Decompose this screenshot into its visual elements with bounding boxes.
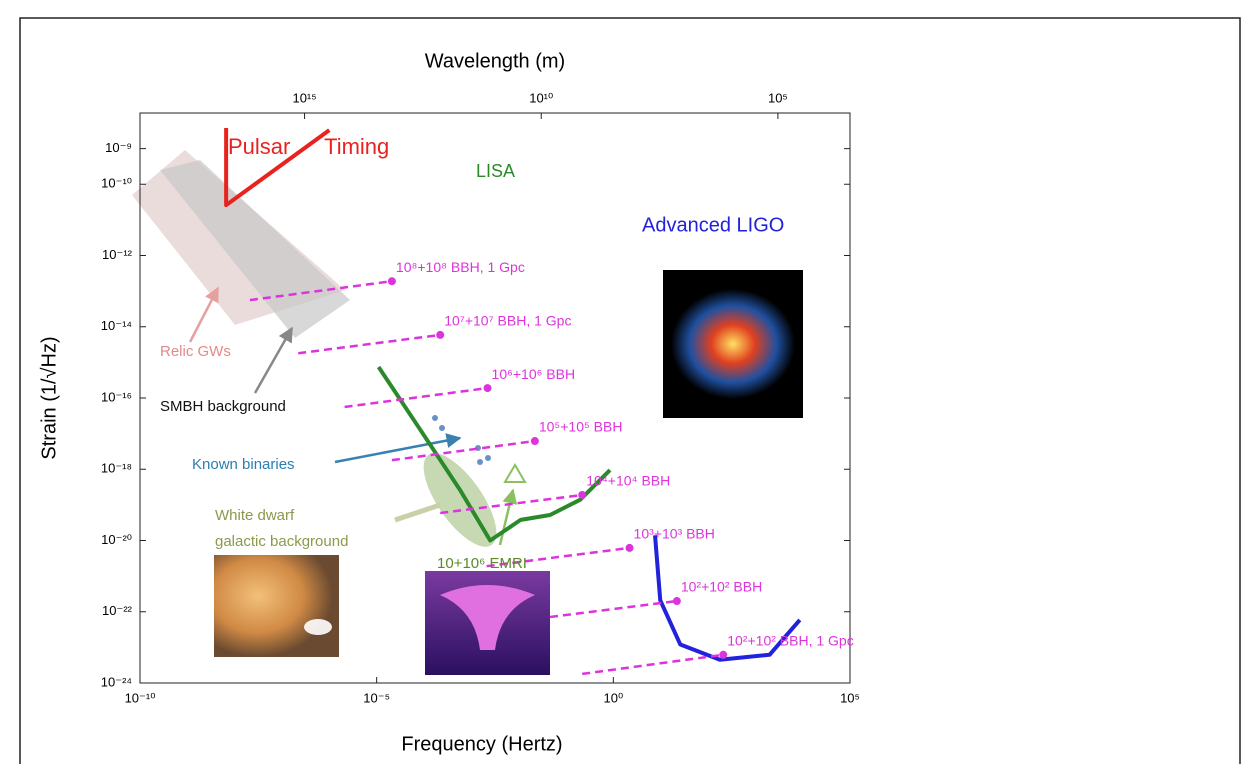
funnel-shape: [440, 585, 535, 650]
bbh-end-dot: [483, 384, 492, 393]
sensitivity-curve: [224, 127, 331, 208]
x-tick-label: 10⁵: [840, 690, 860, 705]
bbh-label: 10²+10² BBH, 1 Gpc: [727, 632, 853, 648]
bbh-label: 10⁷+10⁷ BBH, 1 Gpc: [444, 313, 571, 329]
x-tick-label: 10⁻⁵: [363, 690, 390, 705]
bbh-end-dot: [387, 277, 396, 286]
bbh-end-dot: [672, 597, 681, 606]
bbh-label: 10⁶+10⁶ BBH: [492, 366, 576, 382]
star-image: [214, 555, 339, 657]
frame: [19, 17, 1241, 764]
annotation: 10+10⁶ EMRI: [437, 555, 527, 572]
bbh-line: [298, 333, 441, 355]
x-tick-label: 10⁻¹⁰: [125, 690, 156, 705]
bbh-label: 10³+10³ BBH: [634, 526, 715, 542]
bbh-label: 10⁴+10⁴ BBH: [586, 473, 670, 489]
simulation-glow: [671, 289, 795, 399]
y-tick-label: 10⁻²⁴: [101, 674, 132, 689]
bbh-label: 10⁸+10⁸ BBH, 1 Gpc: [396, 259, 525, 275]
star-image-companion: [304, 619, 332, 635]
y-tick-label: 10⁻²⁰: [101, 532, 132, 547]
bbh-line: [440, 493, 583, 515]
bbh-line: [549, 599, 678, 619]
x-tick-label: 10⁰: [603, 690, 623, 705]
annotation: Known binaries: [192, 456, 295, 473]
bbh-line: [391, 439, 536, 462]
annotation: galactic background: [215, 533, 348, 550]
y-tick-label: 10⁻¹⁶: [101, 389, 132, 404]
known-binaries-dots: [432, 415, 491, 465]
white-dwarf-region: [423, 453, 497, 547]
series-label: LISA: [476, 161, 515, 181]
bbh-end-dot: [625, 543, 634, 552]
bbh-line: [344, 386, 488, 409]
y-tick-label: 10⁻²²: [102, 603, 133, 618]
bbh-end-dot: [436, 330, 445, 339]
top-tick-label: 10¹⁰: [529, 90, 553, 105]
y-tick-label: 10⁻¹²: [102, 247, 133, 262]
y-tick-label: 10⁻¹⁴: [101, 318, 132, 333]
sensitivity-curve: [376, 365, 612, 543]
sensitivity-curve: [653, 535, 802, 662]
series-label: Advanced LIGO: [642, 214, 784, 236]
annotation: Relic GWs: [160, 343, 231, 360]
top-tick-label: 10⁵: [768, 90, 788, 105]
bbh-line: [486, 546, 630, 568]
y-axis-title: Strain (1/√Hz): [38, 336, 60, 459]
triangle-marker: [503, 463, 527, 483]
bbh-end-dot: [530, 437, 539, 446]
y-tick-label: 10⁻⁹: [105, 140, 132, 155]
annotation: SMBH background: [160, 398, 286, 415]
bbh-label: 10⁵+10⁵ BBH: [539, 419, 623, 435]
y-tick-label: 10⁻¹⁸: [101, 461, 132, 476]
top-axis-title: Wavelength (m): [425, 50, 565, 72]
series-label: Pulsar Timing: [228, 134, 389, 159]
x-axis-title: Frequency (Hertz): [401, 733, 562, 755]
bbh-line: [582, 653, 724, 676]
bbh-label: 10²+10² BBH: [681, 579, 762, 595]
top-tick-label: 10¹⁵: [292, 90, 316, 105]
bbh-line: [249, 279, 393, 302]
y-tick-label: 10⁻¹⁰: [101, 176, 132, 191]
bbh-end-dot: [578, 490, 587, 499]
annotation: White dwarf: [215, 507, 295, 524]
bbh-end-dot: [719, 650, 728, 659]
annotation-arrows: [188, 286, 518, 546]
